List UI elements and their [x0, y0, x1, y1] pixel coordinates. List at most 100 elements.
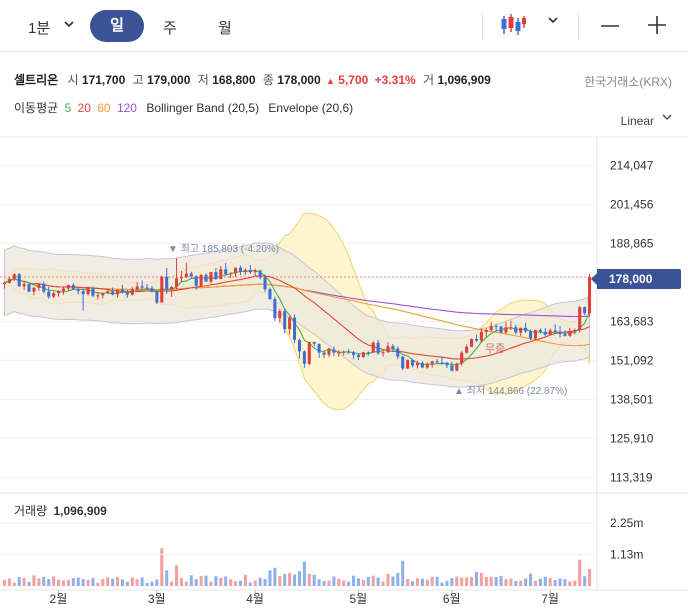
- minus-icon[interactable]: [600, 16, 620, 36]
- candle: [150, 285, 154, 293]
- plus-icon[interactable]: [647, 15, 667, 35]
- candle: [352, 351, 356, 360]
- open-label: 시: [67, 73, 79, 87]
- candle-body: [189, 273, 193, 277]
- volume-tick-label: 2.25m: [610, 516, 643, 530]
- tab-week[interactable]: 주: [163, 20, 177, 37]
- volume-bar: [543, 576, 547, 586]
- ma-5[interactable]: 5: [64, 101, 72, 115]
- candle-body: [145, 287, 149, 289]
- ma-20[interactable]: 20: [77, 101, 91, 115]
- candle-body: [573, 330, 577, 332]
- volume-bar: [17, 577, 21, 586]
- tab-day[interactable]: 일: [90, 10, 144, 42]
- volume-bar: [130, 577, 134, 586]
- volume-bar: [145, 582, 149, 586]
- candle: [504, 322, 508, 335]
- indicator-legend: 이동평균 5 20 60 120 Bollinger Band (20,5) E…: [14, 99, 353, 116]
- envelope-label[interactable]: Envelope (20,6): [268, 101, 354, 115]
- candle-body: [578, 307, 582, 331]
- volume-bar: [322, 580, 326, 586]
- candle: [214, 268, 218, 280]
- time-tick-label: 6월: [443, 592, 461, 606]
- volume-bar: [411, 581, 415, 586]
- volume-bar: [342, 580, 346, 586]
- candle: [430, 360, 434, 368]
- volume-bar: [27, 581, 31, 586]
- volume-bar: [214, 576, 218, 586]
- candle-body: [214, 272, 218, 279]
- volume-bar: [529, 573, 533, 586]
- ma-120[interactable]: 120: [116, 101, 137, 115]
- candle: [568, 327, 572, 337]
- candle-body: [273, 299, 277, 319]
- volume-bar: [425, 579, 429, 586]
- candle-body: [406, 360, 410, 369]
- time-tick-label: 3월: [148, 592, 166, 606]
- volume-bar: [238, 580, 242, 586]
- candle: [288, 315, 292, 335]
- volume-bar: [578, 559, 582, 586]
- candle-body: [548, 330, 552, 335]
- low-label: 저: [197, 73, 209, 87]
- candle-body: [76, 289, 80, 291]
- time-tick-label: 2월: [50, 592, 68, 606]
- candle: [238, 265, 242, 276]
- chevron-down-icon[interactable]: [662, 113, 672, 121]
- volume-bar: [170, 581, 174, 586]
- candle: [332, 346, 336, 357]
- volume-bar: [455, 576, 459, 586]
- stock-summary: 셀트리온 시 171,700 고 179,000 저 168,800 종 178…: [14, 71, 491, 88]
- candle-body: [484, 330, 488, 332]
- volume-bar: [312, 574, 316, 586]
- volume-bar: [42, 576, 46, 586]
- candle: [76, 288, 80, 295]
- volume-bar: [111, 578, 115, 586]
- candle-body: [460, 352, 464, 364]
- candle-body: [111, 291, 115, 295]
- candlestick-icon[interactable]: [500, 13, 526, 37]
- candle: [445, 361, 449, 369]
- candle-body: [12, 274, 16, 279]
- price-tick-label: 163,683: [610, 314, 654, 328]
- bollinger-label[interactable]: Bollinger Band (20,5): [146, 101, 260, 115]
- candle-body: [224, 269, 228, 275]
- volume-bar: [12, 582, 16, 586]
- volume-bar: [415, 578, 419, 586]
- volume-bar: [337, 578, 341, 586]
- candle: [312, 341, 316, 347]
- volume-bar: [288, 572, 292, 586]
- volume-bar: [278, 575, 282, 586]
- candle-body: [179, 277, 183, 279]
- candle: [111, 287, 115, 296]
- volume-panel-label: 거래량 1,096,909: [14, 504, 107, 518]
- candle: [583, 306, 587, 316]
- interval-select[interactable]: 1분: [28, 20, 51, 37]
- candle-body: [455, 363, 459, 371]
- volume-bar: [420, 578, 424, 586]
- ma-60[interactable]: 60: [97, 101, 111, 115]
- scale-select[interactable]: Linear: [620, 114, 654, 128]
- candle-body: [352, 352, 356, 355]
- tab-month[interactable]: 월: [218, 20, 232, 37]
- price-tick-label: 214,047: [610, 158, 654, 172]
- candle: [302, 350, 306, 369]
- volume-bar: [396, 573, 400, 586]
- chevron-down-icon[interactable]: [548, 17, 558, 25]
- candle: [563, 330, 567, 337]
- candle: [293, 314, 297, 344]
- chevron-down-icon[interactable]: [64, 21, 74, 29]
- candle-body: [263, 277, 267, 290]
- candle-body: [229, 273, 233, 275]
- candle: [71, 283, 75, 290]
- candle-body: [317, 343, 321, 353]
- candle: [420, 361, 424, 369]
- candle: [258, 269, 262, 280]
- volume-bar: [189, 575, 193, 586]
- volume-bar: [234, 581, 238, 586]
- candle: [297, 338, 301, 359]
- volume-bar: [406, 579, 410, 586]
- candle-body: [302, 351, 306, 364]
- volume-bar: [199, 575, 203, 586]
